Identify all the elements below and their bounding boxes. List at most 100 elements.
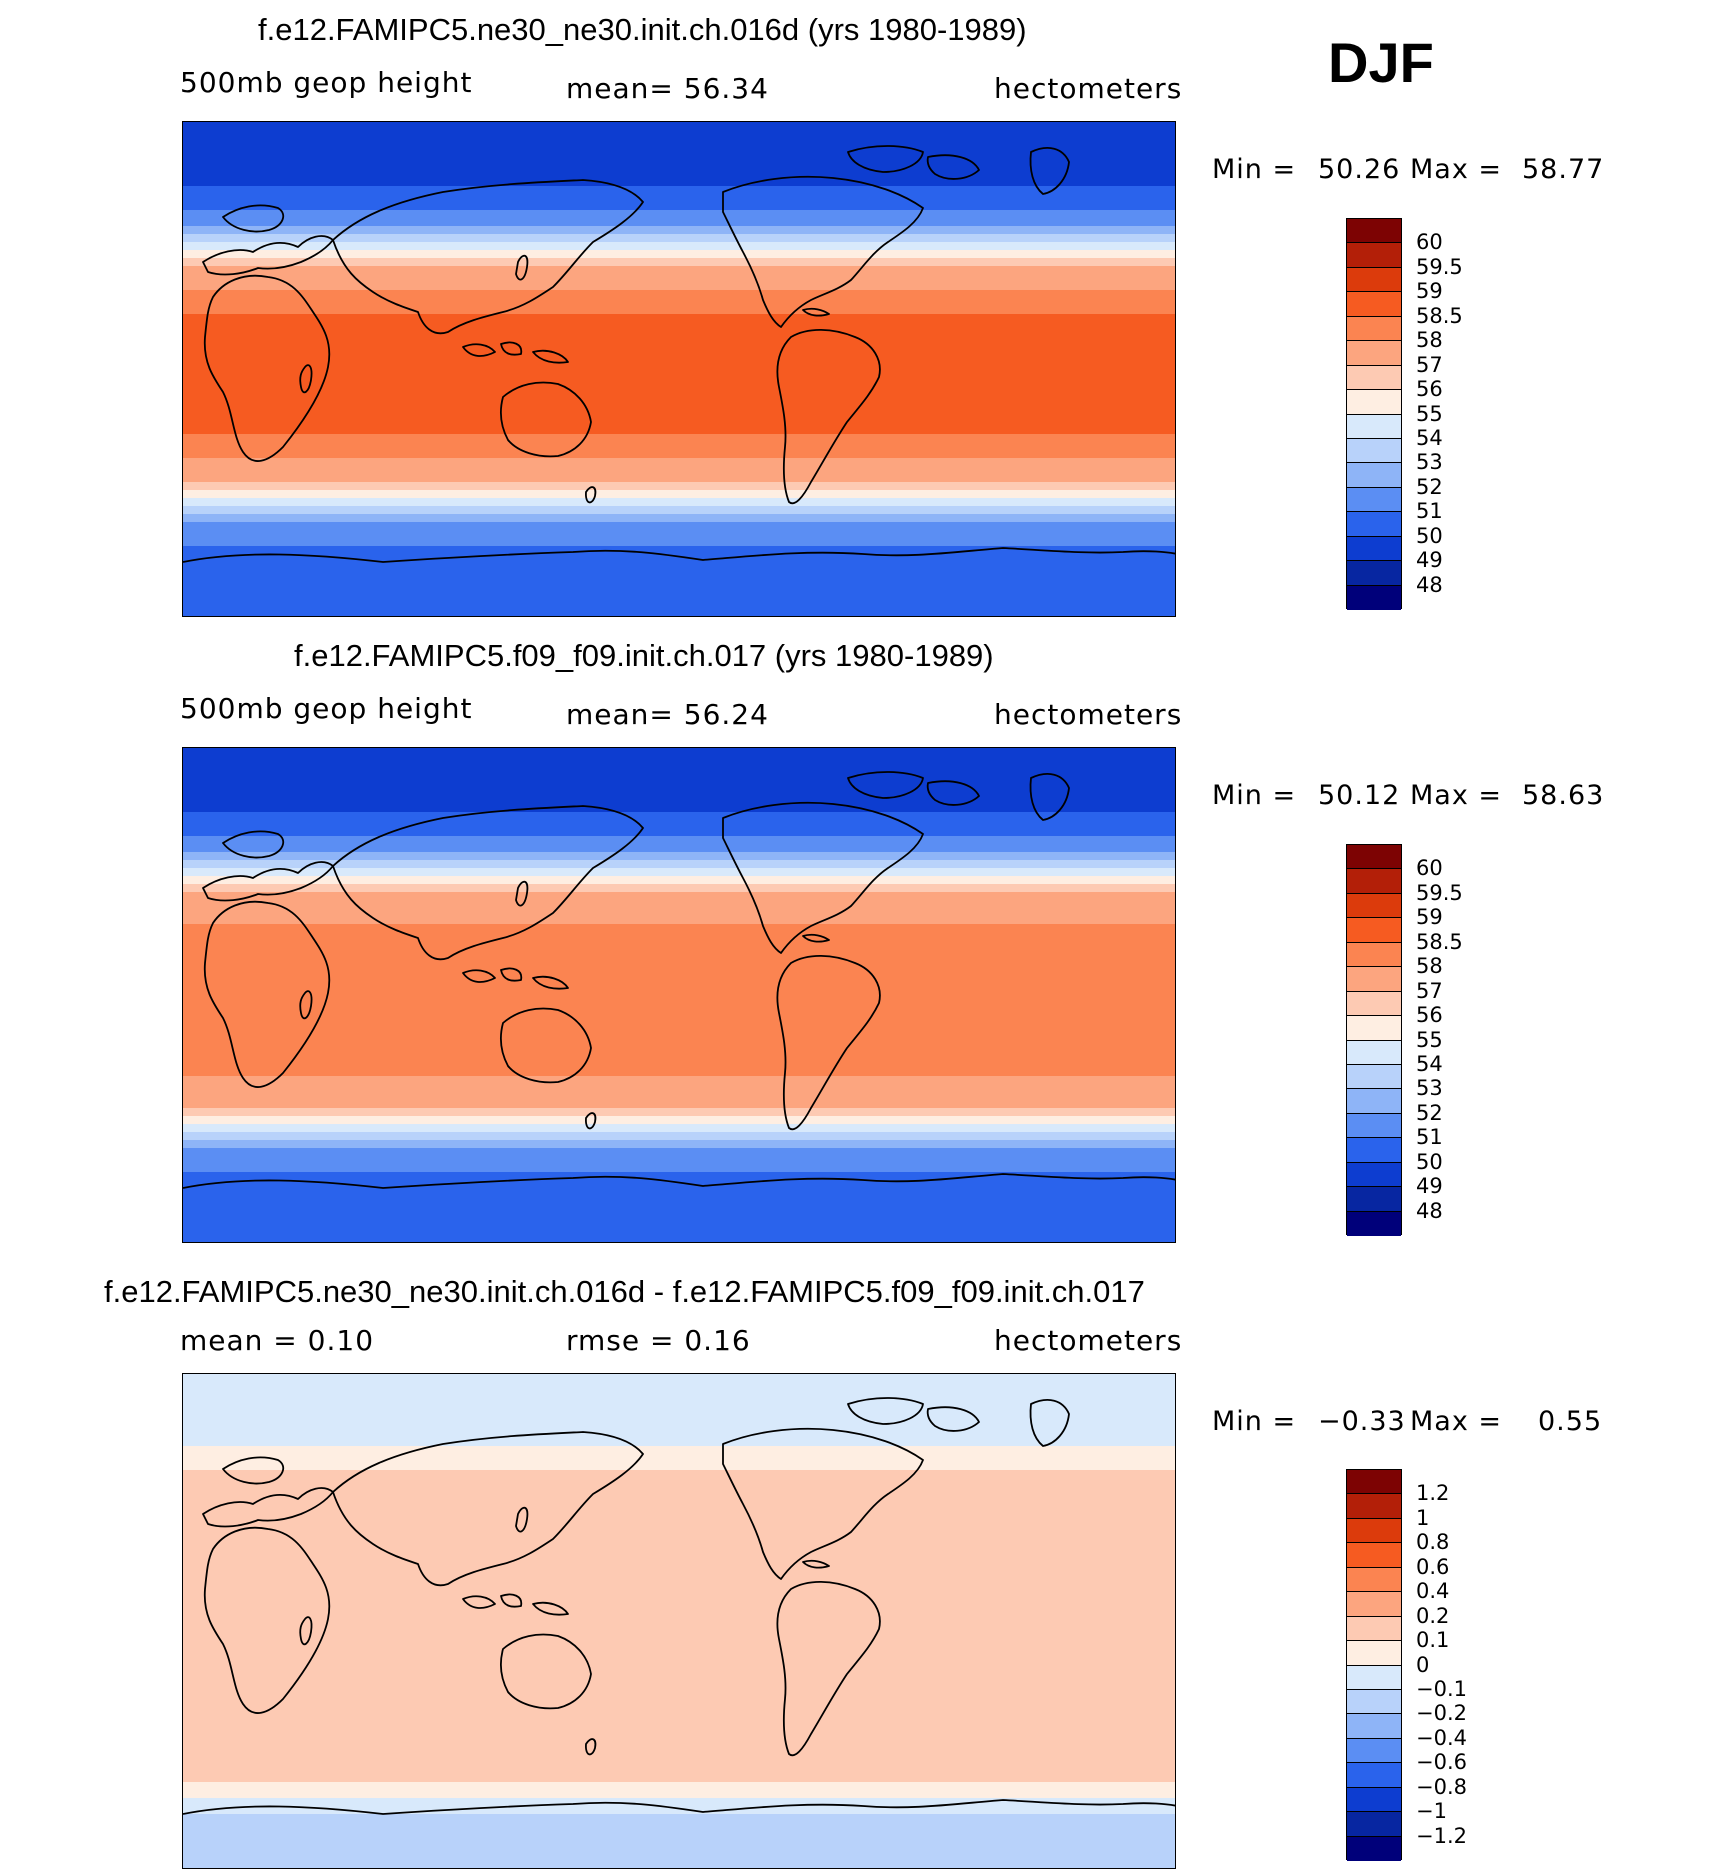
colorbar-swatch bbox=[1347, 1836, 1401, 1861]
contour-band bbox=[183, 1734, 1175, 1743]
contour-band bbox=[183, 1228, 1175, 1237]
contour-band bbox=[183, 1438, 1175, 1447]
contour-band bbox=[183, 578, 1175, 587]
contour-band bbox=[183, 876, 1175, 885]
colorbar-swatch bbox=[1347, 1494, 1401, 1519]
contour-band bbox=[183, 1574, 1175, 1583]
colorbar-swatch bbox=[1347, 1187, 1401, 1212]
contour-band bbox=[183, 210, 1175, 219]
contour-band bbox=[183, 434, 1175, 443]
contour-band bbox=[183, 884, 1175, 893]
contour-band bbox=[183, 1782, 1175, 1791]
contour-band bbox=[183, 138, 1175, 147]
contour-band bbox=[183, 1622, 1175, 1631]
colorbar-swatch bbox=[1347, 463, 1401, 488]
contour-band bbox=[183, 1598, 1175, 1607]
colorbar-swatch bbox=[1347, 1543, 1401, 1568]
contour-band bbox=[183, 1454, 1175, 1463]
contour-band bbox=[183, 346, 1175, 355]
contour-band bbox=[183, 410, 1175, 419]
colorbar-label: 48 bbox=[1416, 572, 1443, 597]
contour-band bbox=[183, 354, 1175, 363]
colorbar-label: 60 bbox=[1416, 856, 1443, 881]
contour-band bbox=[183, 1486, 1175, 1495]
contour-band bbox=[183, 764, 1175, 773]
colorbar-label: 49 bbox=[1416, 1174, 1443, 1199]
colorbar-swatch bbox=[1347, 1016, 1401, 1041]
contour-band bbox=[183, 780, 1175, 789]
contour-band bbox=[183, 386, 1175, 395]
colorbar-label: 58.5 bbox=[1416, 303, 1463, 328]
contour-band bbox=[183, 1382, 1175, 1391]
colorbar-swatch bbox=[1347, 341, 1401, 366]
contour-band bbox=[183, 394, 1175, 403]
panel-2-mean: mean= 56.24 bbox=[566, 698, 769, 731]
contour-band bbox=[183, 812, 1175, 821]
contour-band bbox=[183, 538, 1175, 547]
contour-band bbox=[183, 1068, 1175, 1077]
contour-band bbox=[183, 1430, 1175, 1439]
contour-band bbox=[183, 1838, 1175, 1847]
panel-1-title: f.e12.FAMIPC5.ne30_ne30.init.ch.016d (yr… bbox=[258, 12, 1027, 47]
contour-band bbox=[183, 988, 1175, 997]
contour-band bbox=[183, 314, 1175, 323]
contour-band bbox=[183, 1092, 1175, 1101]
contour-band bbox=[183, 892, 1175, 901]
contour-band bbox=[183, 1726, 1175, 1735]
contour-band bbox=[183, 146, 1175, 155]
colorbar-swatch bbox=[1347, 1616, 1401, 1642]
colorbar-swatch bbox=[1347, 1714, 1401, 1739]
colorbar-swatch bbox=[1347, 1689, 1401, 1715]
contour-band bbox=[183, 1582, 1175, 1591]
panel-2-min-value: 50.12 bbox=[1318, 780, 1401, 811]
contour-band bbox=[183, 1446, 1175, 1455]
season-label: DJF bbox=[1328, 31, 1434, 94]
panel-2-min-label: Min = bbox=[1212, 780, 1297, 811]
contour-band bbox=[183, 1534, 1175, 1543]
panel-1-variable: 500mb geop height bbox=[180, 66, 473, 99]
contour-band bbox=[183, 610, 1175, 616]
colorbar-label: 0.4 bbox=[1416, 1579, 1450, 1604]
contour-band bbox=[183, 274, 1175, 283]
contour-band bbox=[183, 178, 1175, 187]
contour-band bbox=[183, 1806, 1175, 1815]
colorbar-swatch bbox=[1347, 390, 1401, 415]
contour-band bbox=[183, 1606, 1175, 1615]
panel-3-title: f.e12.FAMIPC5.ne30_ne30.init.ch.016d - f… bbox=[104, 1274, 1145, 1309]
contour-band bbox=[183, 1180, 1175, 1189]
contour-band bbox=[183, 466, 1175, 475]
contour-band bbox=[183, 1148, 1175, 1157]
contour-band bbox=[183, 1060, 1175, 1069]
colorbar-swatch bbox=[1347, 1470, 1401, 1495]
colorbar-label: 58 bbox=[1416, 954, 1443, 979]
contour-band bbox=[183, 1036, 1175, 1045]
panel-3-max-value: 0.55 bbox=[1538, 1406, 1603, 1437]
contour-band bbox=[183, 562, 1175, 571]
contour-band bbox=[183, 202, 1175, 211]
contour-band bbox=[183, 1502, 1175, 1511]
contour-band bbox=[183, 1590, 1175, 1599]
colorbar-swatch bbox=[1347, 869, 1401, 894]
colorbar-label: 51 bbox=[1416, 499, 1443, 524]
contour-band bbox=[183, 1758, 1175, 1767]
colorbar-swatch bbox=[1347, 1641, 1401, 1666]
contour-band bbox=[183, 844, 1175, 853]
colorbar-label: 48 bbox=[1416, 1198, 1443, 1223]
colorbar-label: 59 bbox=[1416, 279, 1443, 304]
panel-2-max-label: Max = bbox=[1410, 780, 1503, 811]
colorbar-swatch bbox=[1347, 1592, 1401, 1617]
contour-band bbox=[183, 1558, 1175, 1567]
contour-band bbox=[183, 1052, 1175, 1061]
colorbar-label: 59 bbox=[1416, 905, 1443, 930]
colorbar-label: 57 bbox=[1416, 978, 1443, 1003]
contour-band bbox=[183, 1646, 1175, 1655]
colorbar-label: 52 bbox=[1416, 1100, 1443, 1125]
contour-band bbox=[183, 1614, 1175, 1623]
panel-3-map bbox=[182, 1373, 1176, 1869]
contour-band bbox=[183, 298, 1175, 307]
contour-band bbox=[183, 186, 1175, 195]
colorbar-swatch bbox=[1347, 316, 1401, 342]
contour-band bbox=[183, 1798, 1175, 1807]
contour-band bbox=[183, 1566, 1175, 1575]
contour-band bbox=[183, 250, 1175, 259]
